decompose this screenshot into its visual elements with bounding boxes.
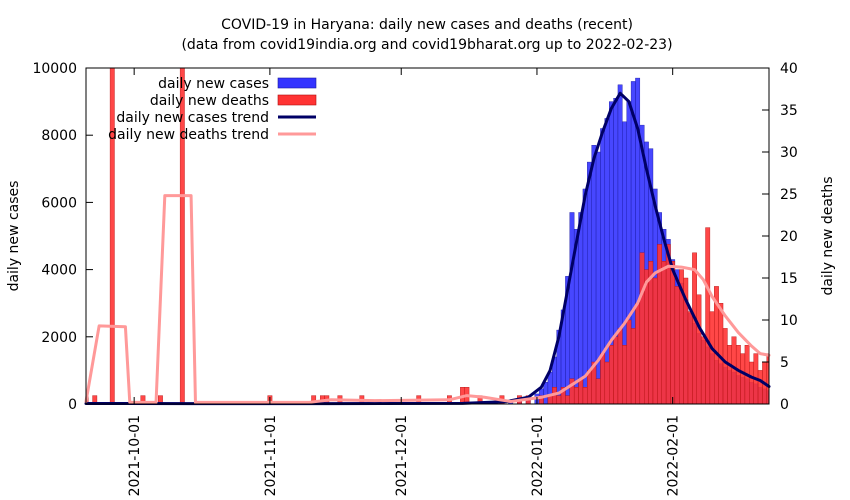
deaths-bar: [661, 261, 667, 405]
y-tick-label: 6000: [41, 195, 77, 211]
deaths-bar: [674, 286, 680, 405]
deaths-bar: [757, 370, 763, 405]
deaths-bar: [735, 345, 741, 405]
deaths-bar: [652, 277, 658, 405]
deaths-bar: [749, 361, 754, 405]
x-tick-label: 2021-11-01: [263, 415, 279, 496]
deaths-bar: [556, 395, 562, 405]
cases-bar: [595, 151, 601, 405]
y2-tick-label: 35: [780, 103, 798, 119]
deaths-bar: [595, 378, 601, 405]
x-tick-label: 2021-12-01: [394, 415, 410, 496]
deaths-bar: [587, 370, 592, 405]
y2-axis-label: daily new deaths: [820, 176, 836, 295]
deaths-bar: [626, 319, 632, 405]
y-axis-label: daily new cases: [6, 181, 22, 292]
y2-tick-label: 30: [780, 145, 798, 161]
y2-tick-label: 25: [780, 187, 798, 203]
deaths-bar: [622, 345, 627, 405]
deaths-bar: [630, 328, 636, 405]
deaths-bar: [582, 387, 588, 405]
cases-bar: [569, 212, 575, 405]
deaths-bar: [709, 311, 715, 405]
trend-lines: [84, 91, 771, 406]
legend-label: daily new cases trend: [116, 110, 269, 126]
deaths-bar: [565, 395, 570, 405]
chart-title: COVID-19 in Haryana: daily new cases and…: [221, 17, 633, 33]
deaths-bar: [696, 294, 702, 405]
deaths-trend-line: [84, 194, 771, 404]
deaths-bar: [635, 303, 641, 405]
deaths-bar: [687, 311, 693, 405]
deaths-bar: [670, 261, 676, 405]
deaths-bar: [705, 227, 711, 405]
cases-bar: [543, 381, 549, 405]
cases-trend-line: [84, 91, 771, 406]
y2-tick-label: 0: [780, 397, 789, 413]
y2-tick-label: 20: [780, 229, 798, 245]
deaths-bar: [700, 336, 706, 405]
deaths-bar: [639, 252, 645, 405]
deaths-bar: [604, 361, 610, 405]
y-tick-label: 0: [68, 397, 77, 413]
deaths-bar: [600, 353, 606, 405]
x-tick-label: 2021-10-01: [127, 415, 143, 496]
y2-tick-label: 10: [780, 313, 798, 329]
cases-bar: [582, 188, 588, 405]
axes: 0 2000 4000 6000 8000 10000 0 5 10 15 20 25 30 35 40 20…: [32, 61, 797, 496]
y2-tick-label: 15: [780, 271, 798, 287]
legend-label: daily new deaths: [150, 93, 269, 109]
deaths-bar: [109, 67, 115, 405]
cases-bar: [578, 212, 584, 405]
y-tick-label: 4000: [41, 263, 77, 279]
x-tick-label: 2022-02-01: [666, 415, 682, 496]
legend-label: daily new deaths trend: [108, 127, 269, 143]
y-tick-label: 2000: [41, 330, 77, 346]
x-tick-label: 2022-01-01: [530, 415, 546, 496]
y-tick-label: 8000: [41, 128, 77, 144]
deaths-bar: [609, 345, 614, 405]
chart-subtitle: (data from covid19india.org and covid19b…: [181, 37, 672, 53]
deaths-bar: [718, 303, 724, 405]
deaths-bar: [692, 252, 697, 405]
legend-swatch: [277, 77, 317, 89]
deaths-bar: [727, 345, 732, 405]
deaths-bar: [617, 328, 623, 405]
y-tick-label: 10000: [32, 61, 77, 77]
cases-bar: [604, 118, 610, 405]
y2-tick-label: 40: [780, 61, 798, 77]
legend-label: daily new cases: [158, 76, 269, 92]
y2-tick-label: 5: [780, 355, 789, 371]
deaths-bar: [731, 336, 737, 405]
deaths-bar: [722, 328, 728, 405]
deaths-bar: [573, 387, 579, 405]
deaths-bar: [578, 378, 584, 405]
deaths-bar: [613, 336, 619, 405]
legend-swatch: [277, 94, 317, 106]
deaths-bar: [648, 261, 654, 405]
deaths-bar: [740, 353, 746, 405]
